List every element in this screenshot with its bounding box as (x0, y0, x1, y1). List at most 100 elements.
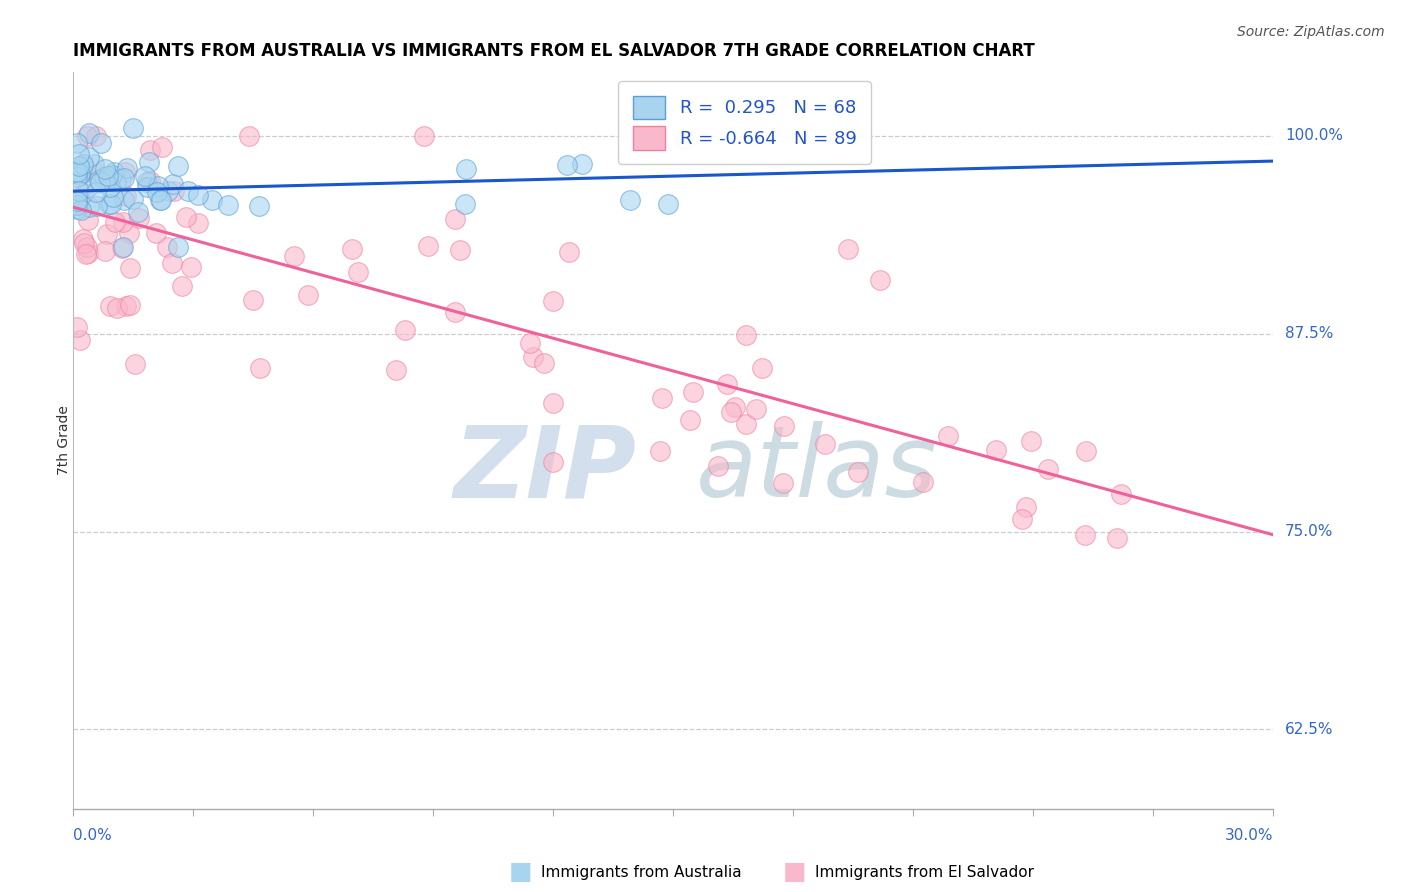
Point (416, 238, 439, 252)
Text: Immigrants from Australia: Immigrants from Australia (541, 865, 742, 880)
Point (138, 143, 160, 157)
Point (122, 192, 145, 206)
Point (163, 184, 186, 198)
Point (69, 203, 91, 218)
Point (912, 475, 935, 490)
Point (65, 194, 87, 209)
Point (73, 163, 96, 178)
Point (1015, 500, 1038, 515)
Text: ■: ■ (783, 861, 806, 884)
Point (111, 215, 134, 229)
Point (65, 198, 87, 212)
Point (122, 121, 145, 136)
Point (73, 236, 96, 251)
Point (67, 159, 90, 173)
Point (156, 240, 179, 254)
Point (986, 442, 1008, 457)
Point (89, 175, 111, 189)
Point (1111, 487, 1133, 501)
Point (118, 226, 141, 240)
Point (87, 173, 110, 187)
Text: ZIP: ZIP (454, 421, 637, 518)
Point (112, 239, 135, 253)
Point (1038, 462, 1060, 476)
Point (394, 323, 416, 337)
Point (94, 161, 117, 176)
Point (69, 168, 91, 182)
Point (541, 455, 564, 469)
Point (96, 227, 118, 241)
Point (619, 193, 641, 207)
Point (846, 465, 869, 479)
Point (150, 140, 173, 154)
Point (146, 185, 169, 199)
Point (449, 244, 471, 258)
Point (97, 169, 120, 184)
Point (118, 298, 141, 312)
Text: 75.0%: 75.0% (1285, 524, 1333, 539)
Point (149, 193, 172, 207)
Point (342, 243, 364, 257)
Point (77, 179, 100, 194)
Point (283, 249, 305, 263)
Point (1074, 528, 1097, 542)
Point (734, 328, 756, 343)
Point (571, 157, 593, 171)
Point (772, 475, 794, 490)
Text: Immigrants from El Salvador: Immigrants from El Salvador (815, 865, 1035, 880)
Point (1105, 531, 1128, 545)
Point (724, 400, 747, 414)
Point (869, 273, 891, 287)
Point (679, 413, 702, 427)
Point (97, 197, 120, 211)
Point (65, 198, 87, 212)
Text: 62.5%: 62.5% (1285, 722, 1333, 737)
Point (69, 166, 91, 180)
Point (454, 196, 477, 211)
Point (174, 211, 197, 225)
Point (76, 128, 98, 143)
Point (110, 172, 132, 186)
Point (1076, 444, 1098, 458)
Point (772, 418, 794, 433)
Point (73, 186, 96, 200)
Text: 30.0%: 30.0% (1225, 828, 1272, 843)
Point (166, 159, 188, 173)
Point (67, 147, 90, 161)
Point (65, 320, 87, 334)
Point (86, 198, 108, 212)
Point (124, 357, 146, 371)
Point (127, 205, 149, 219)
Point (558, 244, 581, 259)
Point (77, 150, 100, 164)
Point (103, 164, 125, 178)
Point (76, 212, 98, 227)
Point (138, 154, 160, 169)
Point (79, 126, 101, 140)
Legend: R =  0.295   N = 68, R = -0.664   N = 89: R = 0.295 N = 68, R = -0.664 N = 89 (619, 81, 872, 164)
Point (443, 304, 465, 318)
Point (444, 211, 467, 226)
Point (120, 260, 142, 275)
Point (180, 260, 202, 274)
Point (177, 185, 200, 199)
Point (412, 128, 434, 143)
Point (1011, 512, 1033, 526)
Point (217, 198, 239, 212)
Point (134, 169, 156, 183)
Point (837, 242, 859, 256)
Point (77, 201, 100, 215)
Point (541, 396, 564, 410)
Point (115, 161, 138, 176)
Point (557, 157, 579, 171)
Point (657, 196, 679, 211)
Point (90, 136, 112, 150)
Point (136, 180, 159, 194)
Point (519, 335, 541, 350)
Text: IMMIGRANTS FROM AUSTRALIA VS IMMIGRANTS FROM EL SALVADOR 7TH GRADE CORRELATION C: IMMIGRANTS FROM AUSTRALIA VS IMMIGRANTS … (73, 42, 1035, 60)
Point (651, 391, 673, 405)
Point (170, 278, 193, 293)
Point (65, 136, 87, 151)
Point (541, 293, 564, 308)
Point (105, 175, 128, 189)
